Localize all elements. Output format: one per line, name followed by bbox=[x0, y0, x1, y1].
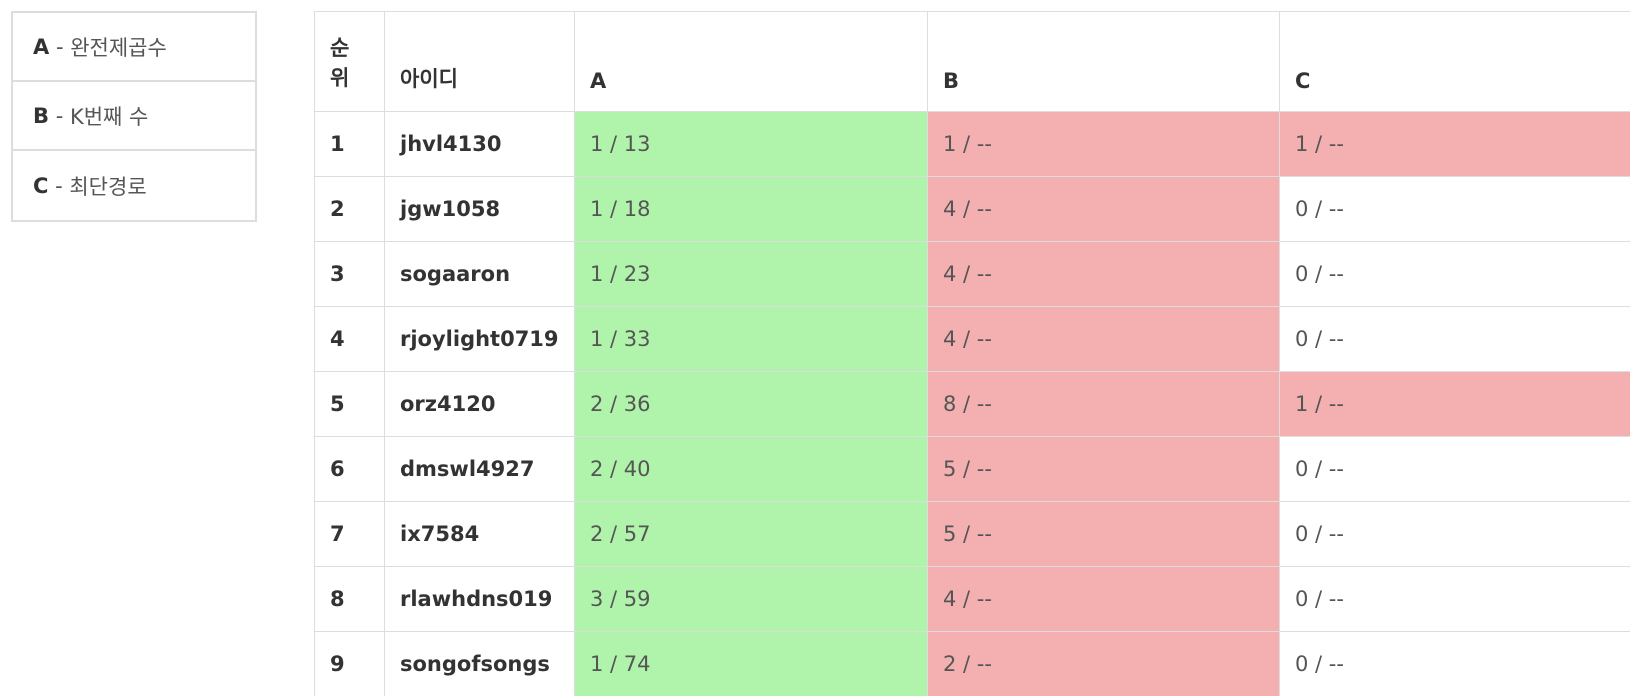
problem-c-score: 0 / -- bbox=[1279, 306, 1630, 372]
problem-b-score: 4 / -- bbox=[927, 241, 1280, 307]
problem-c-header: C bbox=[1279, 11, 1630, 112]
table-row: 6 dmswl4927 2 / 40 5 / -- 0 / -- bbox=[314, 436, 1630, 502]
user-id-cell[interactable]: rjoylight0719 bbox=[384, 306, 575, 372]
rank-cell: 5 bbox=[314, 371, 385, 437]
problem-a-score: 1 / 74 bbox=[574, 631, 928, 696]
problem-a-score: 1 / 23 bbox=[574, 241, 928, 307]
problem-id: C bbox=[33, 173, 49, 198]
problem-title: K번째 수 bbox=[69, 104, 149, 129]
problem-separator: - bbox=[49, 34, 71, 59]
problem-a-score: 2 / 36 bbox=[574, 371, 928, 437]
rank-cell: 8 bbox=[314, 566, 385, 632]
table-row: 1 jhvl4130 1 / 13 1 / -- 1 / -- bbox=[314, 111, 1630, 177]
problem-b-score: 5 / -- bbox=[927, 436, 1280, 502]
problem-a-score: 2 / 40 bbox=[574, 436, 928, 502]
user-id-cell[interactable]: jhvl4130 bbox=[384, 111, 575, 177]
rank-cell: 4 bbox=[314, 306, 385, 372]
problem-a-score: 3 / 59 bbox=[574, 566, 928, 632]
problem-b-score: 2 / -- bbox=[927, 631, 1280, 696]
user-header: 아이디 bbox=[384, 11, 575, 112]
problem-item-a[interactable]: A - 완전제곱수 bbox=[13, 13, 255, 82]
problem-b-score: 4 / -- bbox=[927, 176, 1280, 242]
table-row: 2 jgw1058 1 / 18 4 / -- 0 / -- bbox=[314, 176, 1630, 242]
table-row: 3 sogaaron 1 / 23 4 / -- 0 / -- bbox=[314, 241, 1630, 307]
problem-a-header: A bbox=[574, 11, 928, 112]
table-row: 8 rlawhdns019 3 / 59 4 / -- 0 / -- bbox=[314, 566, 1630, 632]
problem-c-score: 1 / -- bbox=[1279, 371, 1630, 437]
problem-title: 완전제곱수 bbox=[70, 35, 167, 60]
problem-b-score: 8 / -- bbox=[927, 371, 1280, 437]
problem-b-score: 1 / -- bbox=[927, 111, 1280, 177]
standings-table: 순 위 아이디 A B C 1 jhvl4130 1 / 13 1 / -- 1 / -… bbox=[314, 11, 1630, 696]
problem-a-score: 1 / 33 bbox=[574, 306, 928, 372]
problem-c-score: 1 / -- bbox=[1279, 111, 1630, 177]
problem-b-score: 4 / -- bbox=[927, 306, 1280, 372]
rank-header: 순 위 bbox=[314, 11, 385, 112]
problem-c-score: 0 / -- bbox=[1279, 566, 1630, 632]
problem-item-c[interactable]: C - 최단경로 bbox=[13, 151, 255, 220]
problem-c-score: 0 / -- bbox=[1279, 241, 1630, 307]
rank-cell: 2 bbox=[314, 176, 385, 242]
problem-id: A bbox=[33, 34, 50, 59]
problem-a-score: 1 / 13 bbox=[574, 111, 928, 177]
problem-b-score: 4 / -- bbox=[927, 566, 1280, 632]
problem-b-score: 5 / -- bbox=[927, 501, 1280, 567]
problem-c-score: 0 / -- bbox=[1279, 436, 1630, 502]
table-row: 4 rjoylight0719 1 / 33 4 / -- 0 / -- bbox=[314, 306, 1630, 372]
table-row: 7 ix7584 2 / 57 5 / -- 0 / -- bbox=[314, 501, 1630, 567]
user-id-cell[interactable]: jgw1058 bbox=[384, 176, 575, 242]
problem-title: 최단경로 bbox=[69, 174, 147, 199]
problem-c-score: 0 / -- bbox=[1279, 176, 1630, 242]
user-id-cell[interactable]: songofsongs bbox=[384, 631, 575, 696]
table-row: 5 orz4120 2 / 36 8 / -- 1 / -- bbox=[314, 371, 1630, 437]
user-id-cell[interactable]: rlawhdns019 bbox=[384, 566, 575, 632]
rank-cell: 6 bbox=[314, 436, 385, 502]
problem-b-header: B bbox=[927, 11, 1280, 112]
problem-a-score: 2 / 57 bbox=[574, 501, 928, 567]
rank-header-line2: 위 bbox=[330, 66, 350, 90]
problem-c-score: 0 / -- bbox=[1279, 501, 1630, 567]
user-id-cell[interactable]: sogaaron bbox=[384, 241, 575, 307]
problem-separator: - bbox=[48, 173, 70, 198]
problem-id: B bbox=[33, 103, 50, 128]
standings-body: 1 jhvl4130 1 / 13 1 / -- 1 / -- 2 jgw1058 1 / 1… bbox=[314, 111, 1630, 696]
user-id-cell[interactable]: dmswl4927 bbox=[384, 436, 575, 502]
table-row: 9 songofsongs 1 / 74 2 / -- 0 / -- bbox=[314, 631, 1630, 696]
rank-header-line1: 순 bbox=[330, 36, 350, 60]
problem-item-b[interactable]: B - K번째 수 bbox=[13, 82, 255, 151]
header-row: 순 위 아이디 A B C bbox=[314, 11, 1630, 112]
rank-cell: 3 bbox=[314, 241, 385, 307]
problem-separator: - bbox=[49, 103, 70, 128]
rank-cell: 9 bbox=[314, 631, 385, 696]
problem-a-score: 1 / 18 bbox=[574, 176, 928, 242]
rank-cell: 7 bbox=[314, 501, 385, 567]
user-id-cell[interactable]: ix7584 bbox=[384, 501, 575, 567]
problem-list: A - 완전제곱수 B - K번째 수 C - 최단경로 bbox=[11, 11, 257, 222]
problem-c-score: 0 / -- bbox=[1279, 631, 1630, 696]
rank-cell: 1 bbox=[314, 111, 385, 177]
user-id-cell[interactable]: orz4120 bbox=[384, 371, 575, 437]
